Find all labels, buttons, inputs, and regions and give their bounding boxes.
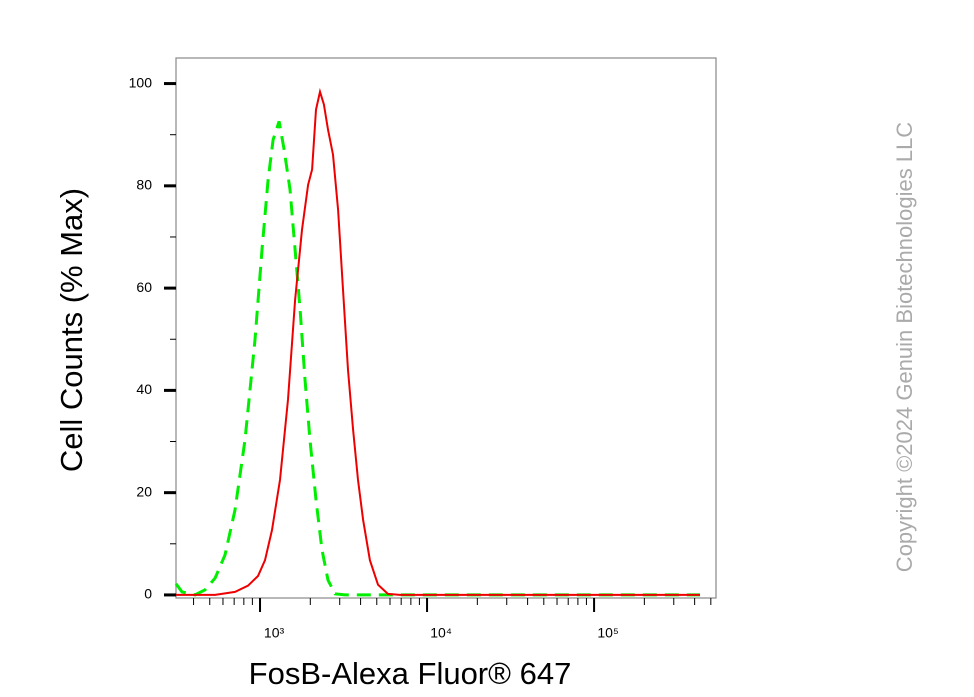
y-tick-label: 80 bbox=[136, 177, 152, 193]
x-tick-label: 10⁴ bbox=[430, 625, 452, 641]
x-tick-label: 10³ bbox=[264, 625, 285, 641]
x-tick-label: 10⁵ bbox=[597, 625, 618, 641]
y-tick-label: 0 bbox=[144, 586, 152, 602]
y-axis-label: Cell Counts (% Max) bbox=[54, 188, 89, 472]
y-tick-label: 100 bbox=[129, 74, 153, 90]
y-tick-label: 60 bbox=[136, 279, 152, 295]
x-axis-label: FosB-Alexa Fluor® 647 bbox=[249, 656, 572, 691]
plot-frame bbox=[175, 57, 717, 599]
copyright: Copyright ©2024 Genuin Biotechnologies L… bbox=[892, 122, 917, 573]
histogram-line bbox=[174, 120, 700, 597]
histogram-line bbox=[176, 87, 700, 596]
y-tick-label: 20 bbox=[136, 483, 152, 499]
y-tick-label: 40 bbox=[136, 381, 152, 397]
